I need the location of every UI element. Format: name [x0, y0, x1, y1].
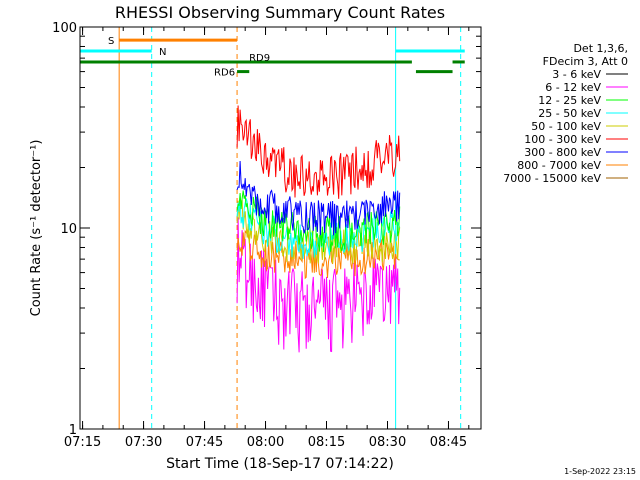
legend-label: 7000 - 15000 keV	[503, 172, 601, 185]
legend-header-line-1: Det 1,3,6,	[573, 42, 628, 55]
flag-label: RD9	[249, 53, 270, 64]
legend-label: 3 - 6 keV	[552, 68, 601, 81]
y-tick-label: 100	[52, 21, 77, 36]
y-tick-label: 10	[60, 222, 77, 237]
series-line	[236, 105, 401, 199]
series-line	[236, 190, 401, 252]
y-tick-label: 1	[69, 423, 77, 438]
legend-label: 6 - 12 keV	[545, 81, 601, 94]
legend-label: 25 - 50 keV	[538, 107, 601, 120]
series-line	[236, 160, 401, 236]
legend-label: 100 - 300 keV	[524, 133, 601, 146]
y-ticks: 1 10 100	[52, 21, 481, 438]
flag-label: S	[108, 36, 114, 47]
x-tick-label: 08:15	[308, 435, 345, 450]
series-line	[236, 217, 401, 353]
x-tick-label: 07:45	[186, 435, 223, 450]
data-series	[236, 105, 401, 353]
series-line	[236, 196, 401, 259]
x-tick-label: 08:30	[369, 435, 406, 450]
legend-header-line-2: FDecim 3, Att 0	[543, 55, 628, 68]
flag-bars: S N RD9 RD6	[80, 36, 465, 79]
x-ticks: 07:15 07:30 07:45 08:00 08:15 08:30 08:45	[64, 27, 470, 450]
legend-label: 300 - 800 keV	[524, 146, 601, 159]
footer-date: 1-Sep-2022 23:15	[564, 467, 636, 476]
y-axis-label: Count Rate (s⁻¹ detector⁻¹)	[29, 140, 44, 317]
chart-title: RHESSI Observing Summary Count Rates	[115, 3, 445, 22]
legend-label: 800 - 7000 keV	[517, 159, 601, 172]
series-line	[236, 198, 401, 264]
flag-label: N	[159, 47, 166, 58]
legend-label: 50 - 100 keV	[531, 120, 601, 133]
x-tick-label: 07:30	[125, 435, 162, 450]
x-tick-label: 07:15	[64, 435, 101, 450]
x-axis-label: Start Time (18-Sep-17 07:14:22)	[166, 456, 394, 472]
x-tick-label: 08:00	[247, 435, 284, 450]
legend-label: 12 - 25 keV	[538, 94, 601, 107]
x-tick-label: 08:45	[430, 435, 467, 450]
flag-label: RD6	[214, 68, 235, 79]
